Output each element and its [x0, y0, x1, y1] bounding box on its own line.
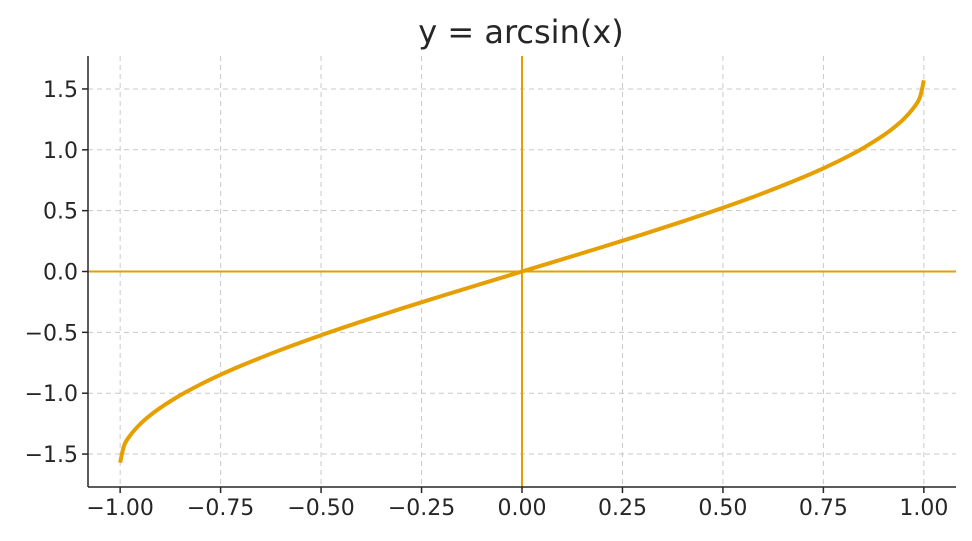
y-tick-label: 0.5 — [43, 200, 78, 225]
x-tick-label: 0.25 — [598, 496, 647, 521]
chart-title: y = arcsin(x) — [418, 13, 624, 51]
y-tick-label: 1.0 — [43, 139, 78, 164]
x-tick-label: −0.50 — [287, 496, 354, 521]
series-line — [118, 79, 926, 464]
y-tick-label: −1.0 — [25, 382, 78, 407]
y-tick-label: 1.5 — [43, 78, 78, 103]
x-tick-label: −1.00 — [86, 496, 153, 521]
y-tick-label: 0.0 — [43, 261, 78, 286]
y-tick-label: −0.5 — [25, 321, 78, 346]
x-tick-label: −0.75 — [187, 496, 254, 521]
axes: −1.00 −0.75 −0.50 −0.25 0.00 0.25 0.50 0.75 1.00… — [25, 56, 956, 521]
x-tick-label: −0.25 — [388, 496, 455, 521]
x-tick-label: 0.50 — [698, 496, 747, 521]
x-tick-label: 0.00 — [498, 496, 547, 521]
series-layer — [118, 79, 926, 464]
x-tick-label: 1.00 — [899, 496, 948, 521]
x-tick-label: 0.75 — [799, 496, 848, 521]
y-tick-label: −1.5 — [25, 443, 78, 468]
